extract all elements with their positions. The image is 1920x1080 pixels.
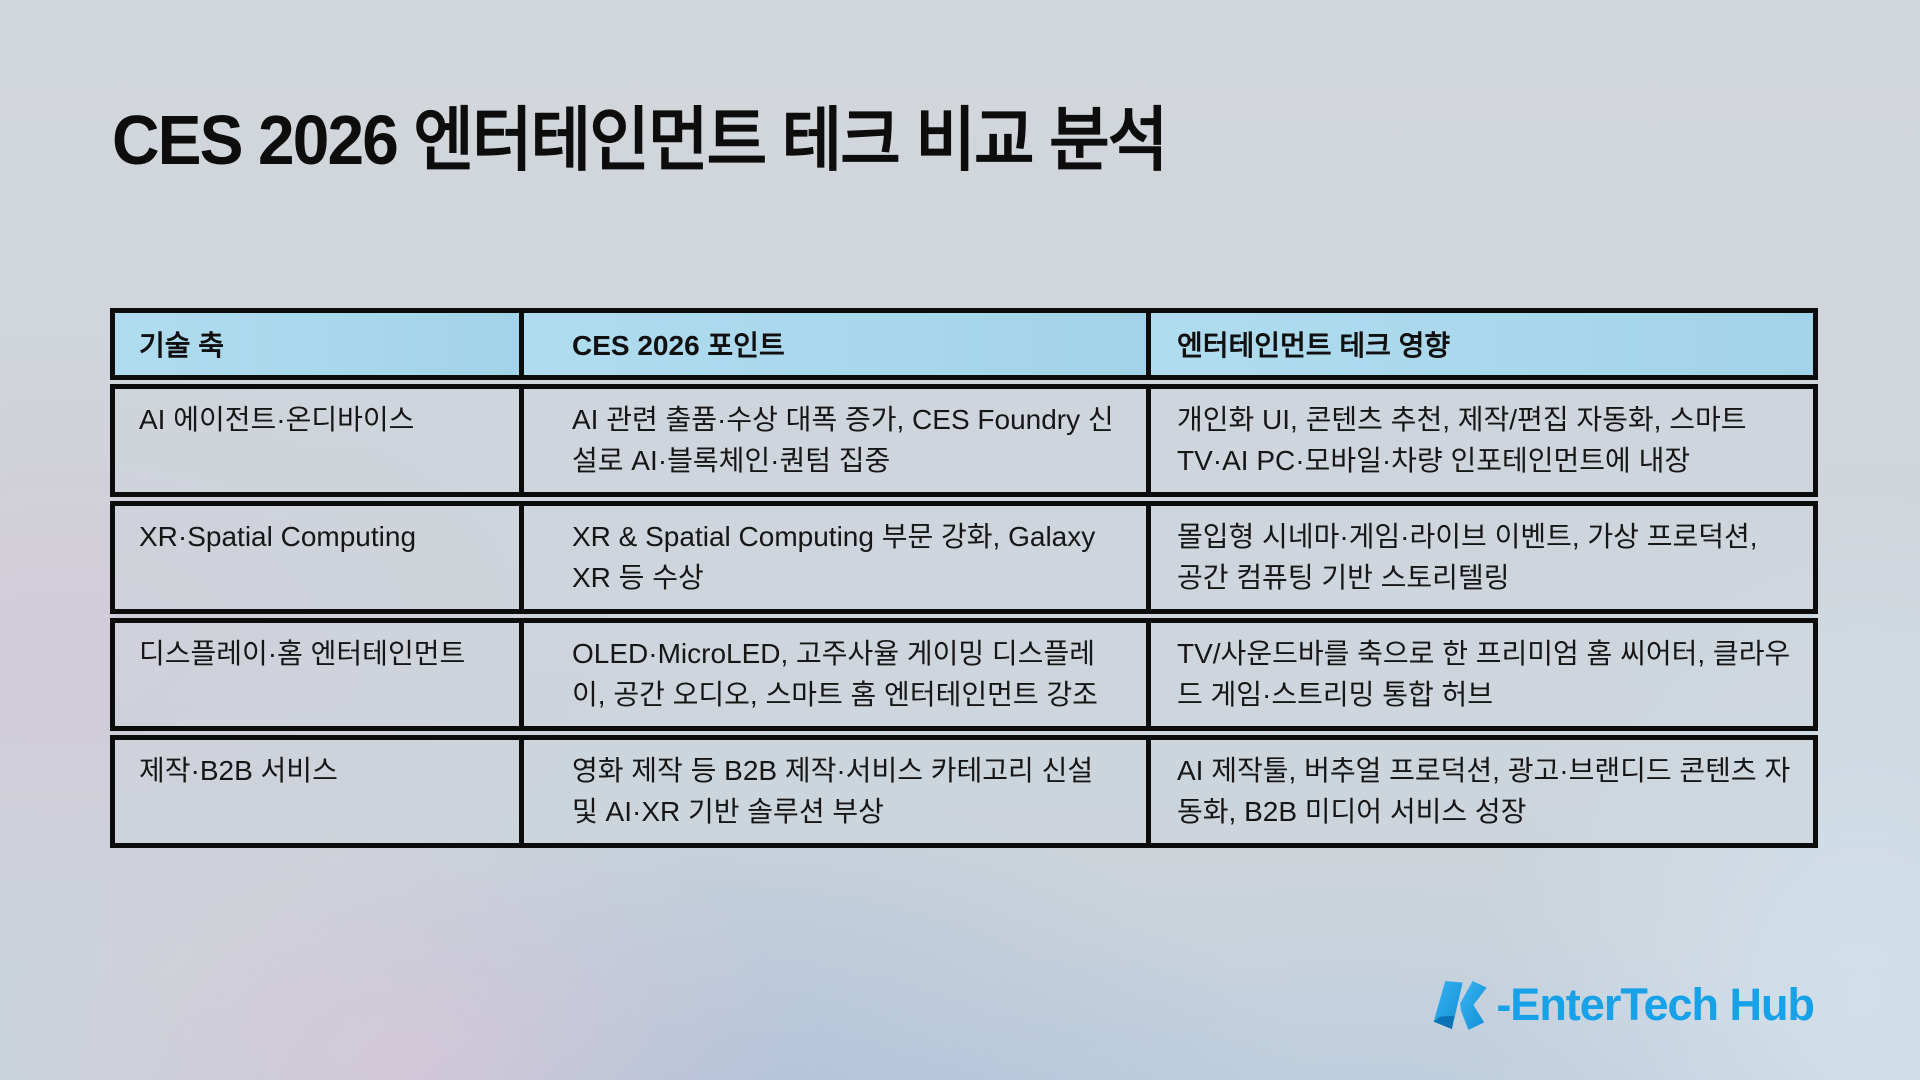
cell-tech-axis: 디스플레이·홈 엔터테인먼트 <box>115 623 519 726</box>
header-cell-tech-axis: 기술 축 <box>115 313 519 375</box>
table-row: AI 에이전트·온디바이스 AI 관련 출품·수상 대폭 증가, CES Fou… <box>110 384 1818 497</box>
header-cell-ces-points: CES 2026 포인트 <box>519 313 1146 375</box>
cell-tech-axis: AI 에이전트·온디바이스 <box>115 389 519 492</box>
table-row: 디스플레이·홈 엔터테인먼트 OLED·MicroLED, 고주사율 게이밍 디… <box>110 618 1818 731</box>
table-header-row: 기술 축 CES 2026 포인트 엔터테인먼트 테크 영향 <box>110 308 1818 380</box>
cell-impact: TV/사운드바를 축으로 한 프리미엄 홈 씨어터, 클라우드 게임·스트리밍 … <box>1146 623 1813 726</box>
cell-tech-axis: XR·Spatial Computing <box>115 506 519 609</box>
cell-tech-axis: 제작·B2B 서비스 <box>115 740 519 843</box>
header-cell-impact: 엔터테인먼트 테크 영향 <box>1146 313 1813 375</box>
slide-title: CES 2026 엔터테인먼트 테크 비교 분석 <box>112 101 1168 179</box>
k-icon <box>1433 980 1487 1030</box>
brand-logo: -EnterTech Hub <box>1432 974 1815 1036</box>
comparison-table: 기술 축 CES 2026 포인트 엔터테인먼트 테크 영향 AI 에이전트·온… <box>110 308 1818 848</box>
cell-impact: AI 제작툴, 버추얼 프로덕션, 광고·브랜디드 콘텐츠 자동화, B2B 미… <box>1146 740 1813 843</box>
cell-impact: 몰입형 시네마·게임·라이브 이벤트, 가상 프로덕션, 공간 컴퓨팅 기반 스… <box>1146 506 1813 609</box>
table-row: XR·Spatial Computing XR & Spatial Comput… <box>110 501 1818 614</box>
cell-ces-points: XR & Spatial Computing 부문 강화, Galaxy XR … <box>519 506 1146 609</box>
cell-impact: 개인화 UI, 콘텐츠 추천, 제작/편집 자동화, 스마트 TV·AI PC·… <box>1146 389 1813 492</box>
table-row: 제작·B2B 서비스 영화 제작 등 B2B 제작·서비스 카테고리 신설 및 … <box>110 735 1818 848</box>
cell-ces-points: OLED·MicroLED, 고주사율 게이밍 디스플레이, 공간 오디오, 스… <box>519 623 1146 726</box>
brand-wordmark: -EnterTech Hub <box>1496 979 1815 1030</box>
cell-ces-points: AI 관련 출품·수상 대폭 증가, CES Foundry 신설로 AI·블록… <box>519 389 1146 492</box>
cell-ces-points: 영화 제작 등 B2B 제작·서비스 카테고리 신설 및 AI·XR 기반 솔루… <box>519 740 1146 843</box>
